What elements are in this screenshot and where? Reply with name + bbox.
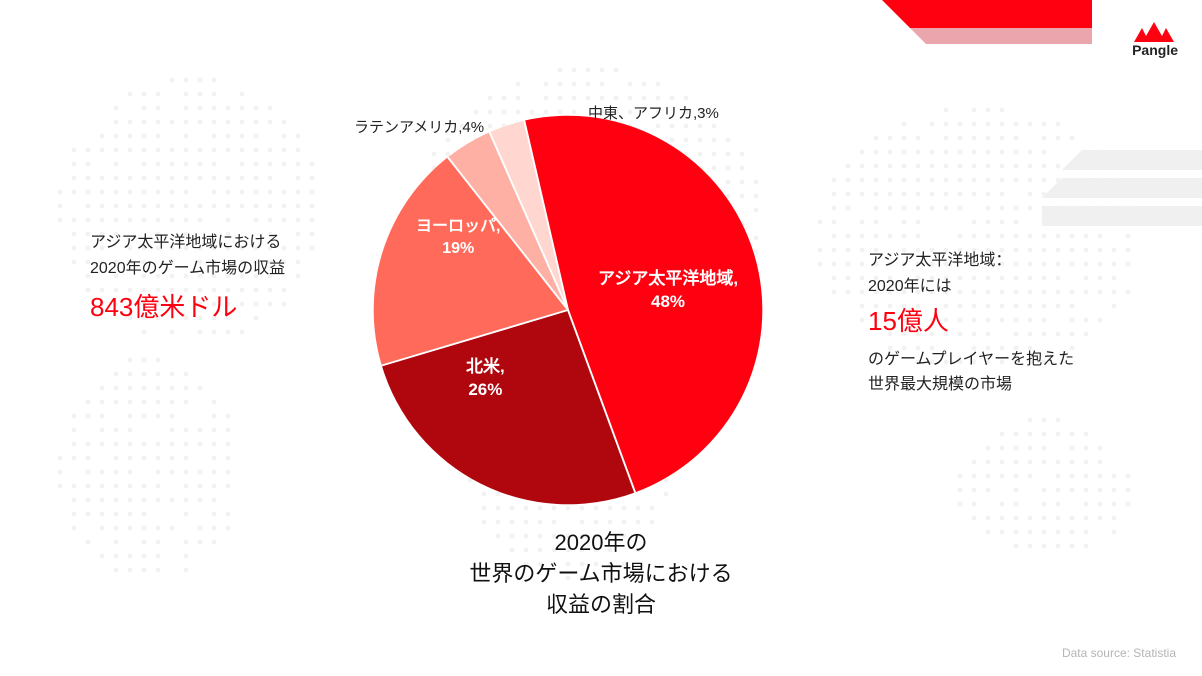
left-callout-line2: 2020年のゲーム市場の収益 — [90, 256, 285, 282]
left-callout: アジア太平洋地域における 2020年のゲーム市場の収益 843億米ドル — [90, 230, 285, 329]
slice-label-mea: 中東、アフリカ,3% — [588, 102, 719, 123]
deco-stripes — [1042, 150, 1202, 260]
right-callout-line1: アジア太平洋地域： — [868, 248, 1074, 274]
right-callout: アジア太平洋地域： 2020年には 15億人 のゲームプレイヤーを抱えた 世界最… — [868, 248, 1074, 398]
left-callout-line1: アジア太平洋地域における — [90, 230, 285, 256]
data-source: Data source: Statistia — [1062, 646, 1176, 660]
slice-label-latin-america: ラテンアメリカ,4% — [354, 116, 484, 137]
right-callout-line3: のゲームプレイヤーを抱えた — [868, 347, 1074, 373]
right-callout-big: 15億人 — [868, 301, 1074, 343]
brand-name: Pangle — [1132, 42, 1178, 58]
right-callout-line2: 2020年には — [868, 274, 1074, 300]
infographic-stage: Pangle アジア太平洋地域, 48% 北米, 26% ヨーロッパ, 19% … — [0, 0, 1202, 676]
brand-mark-icon — [1132, 18, 1178, 44]
header-ribbon — [882, 0, 1092, 54]
slice-label-europe: ヨーロッパ, 19% — [416, 216, 500, 259]
right-callout-line4: 世界最大規模の市場 — [868, 372, 1074, 398]
pie-chart: アジア太平洋地域, 48% 北米, 26% ヨーロッパ, 19% — [366, 108, 770, 512]
left-callout-big: 843億米ドル — [90, 287, 285, 329]
slice-label-north-america: 北米, 26% — [466, 356, 505, 402]
chart-title: 2020年の 世界のゲーム市場における 収益の割合 — [0, 528, 1202, 620]
brand-logo: Pangle — [1132, 18, 1178, 58]
slice-label-asia-pacific: アジア太平洋地域, 48% — [598, 268, 738, 314]
